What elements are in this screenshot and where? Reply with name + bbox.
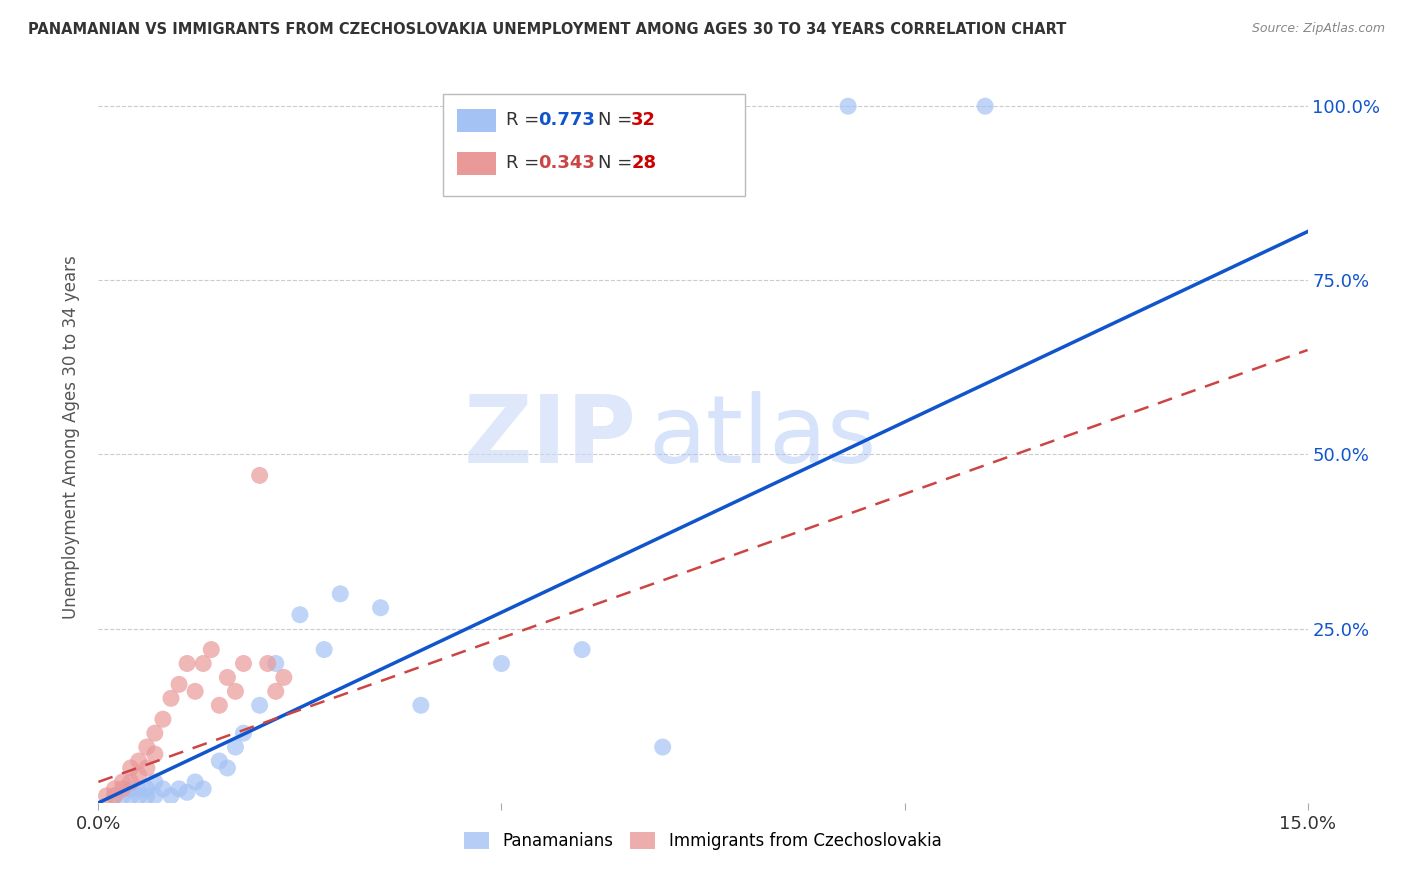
Point	[200, 642, 222, 657]
Point	[135, 761, 157, 775]
Point	[128, 789, 150, 803]
Text: N =: N =	[598, 112, 637, 129]
Point	[224, 684, 246, 698]
Text: Source: ZipAtlas.com: Source: ZipAtlas.com	[1251, 22, 1385, 36]
Point	[193, 781, 215, 796]
Point	[370, 600, 392, 615]
Point	[409, 698, 432, 713]
Text: 32: 32	[631, 112, 657, 129]
Point	[135, 781, 157, 796]
Point	[135, 740, 157, 755]
Point	[208, 754, 231, 768]
Point	[974, 99, 997, 113]
Point	[103, 781, 125, 796]
Point	[224, 740, 246, 755]
Point	[128, 768, 150, 782]
Point	[120, 761, 142, 775]
Point	[249, 468, 271, 483]
Point	[184, 775, 207, 789]
Point	[167, 781, 190, 796]
Point	[128, 781, 150, 796]
Legend: Panamanians, Immigrants from Czechoslovakia: Panamanians, Immigrants from Czechoslova…	[458, 825, 948, 856]
Point	[184, 684, 207, 698]
Point	[273, 670, 295, 684]
Point	[96, 789, 118, 803]
Point	[256, 657, 278, 671]
Y-axis label: Unemployment Among Ages 30 to 34 years: Unemployment Among Ages 30 to 34 years	[62, 255, 80, 619]
Point	[217, 761, 239, 775]
Point	[176, 657, 198, 671]
Point	[232, 657, 254, 671]
Point	[111, 789, 134, 803]
Point	[103, 789, 125, 803]
Text: 0.343: 0.343	[538, 154, 595, 172]
Text: R =: R =	[506, 154, 546, 172]
Point	[491, 657, 513, 671]
Point	[264, 684, 287, 698]
Point	[143, 726, 166, 740]
Point	[837, 99, 859, 113]
Point	[143, 789, 166, 803]
Point	[651, 740, 673, 755]
Point	[103, 789, 125, 803]
Point	[217, 670, 239, 684]
Point	[176, 785, 198, 799]
Point	[314, 642, 336, 657]
Text: 28: 28	[631, 154, 657, 172]
Point	[120, 775, 142, 789]
Point	[232, 726, 254, 740]
Text: R =: R =	[506, 112, 546, 129]
Point	[143, 775, 166, 789]
Text: atlas: atlas	[648, 391, 877, 483]
Point	[329, 587, 352, 601]
Point	[111, 781, 134, 796]
Point	[152, 781, 174, 796]
Text: PANAMANIAN VS IMMIGRANTS FROM CZECHOSLOVAKIA UNEMPLOYMENT AMONG AGES 30 TO 34 YE: PANAMANIAN VS IMMIGRANTS FROM CZECHOSLOV…	[28, 22, 1067, 37]
Point	[249, 698, 271, 713]
Point	[208, 698, 231, 713]
Point	[128, 754, 150, 768]
Point	[135, 789, 157, 803]
Point	[160, 691, 183, 706]
Text: N =: N =	[598, 154, 637, 172]
Point	[111, 775, 134, 789]
Point	[288, 607, 311, 622]
Point	[160, 789, 183, 803]
Text: 0.773: 0.773	[538, 112, 595, 129]
Point	[193, 657, 215, 671]
Point	[264, 657, 287, 671]
Point	[143, 747, 166, 761]
Point	[571, 642, 593, 657]
Text: ZIP: ZIP	[464, 391, 637, 483]
Point	[120, 781, 142, 796]
Point	[152, 712, 174, 726]
Point	[167, 677, 190, 691]
Point	[120, 789, 142, 803]
